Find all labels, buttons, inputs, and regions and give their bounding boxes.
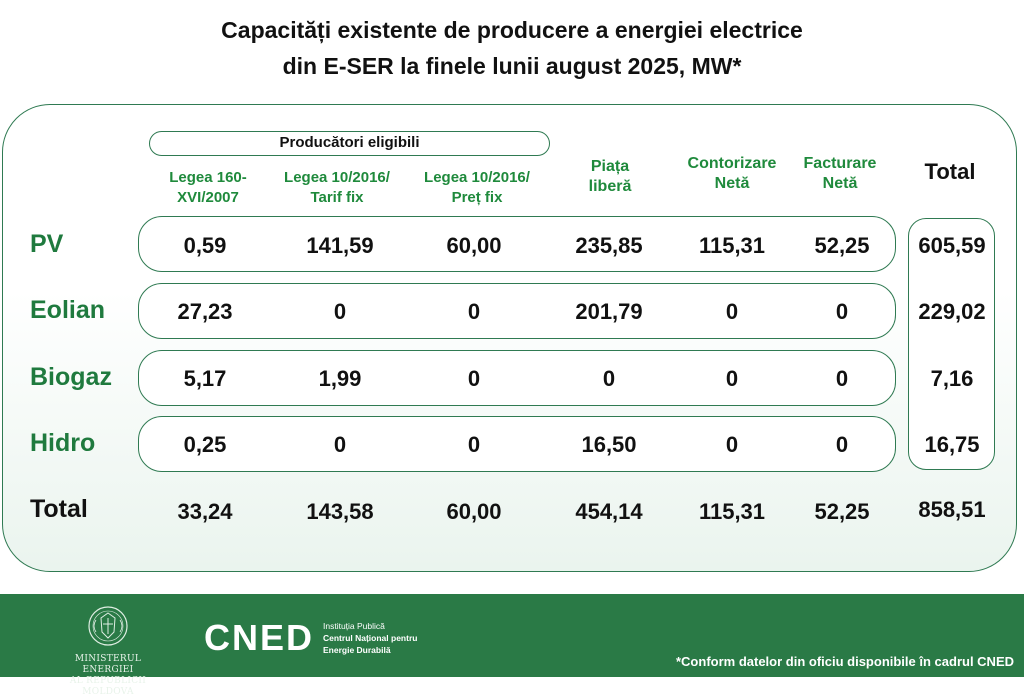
column-header-law-10-tarif: Legea 10/2016/Tarif fix (284, 169, 390, 206)
table-cell: 143,58 (306, 499, 374, 524)
cned-description: Instituția Publică Centrul Național pent… (323, 621, 418, 655)
table-cell: 0 (602, 366, 616, 391)
table-cell: 0 (467, 299, 481, 324)
table-cell: 16,50 (581, 432, 637, 457)
table-cell: 60,00 (446, 233, 502, 258)
row-pill-pv (138, 216, 896, 272)
column-header-law-10-pret: Legea 10/2016/Preț fix (424, 169, 530, 206)
title-line-1: Capacități existente de producere a ener… (221, 17, 803, 43)
svg-text:CNED: CNED (204, 618, 314, 656)
table-cell: 27,23 (177, 299, 233, 324)
row-pill-hidro (138, 416, 896, 472)
total-column-box (908, 218, 995, 470)
title-line-2: din E-SER la finele lunii august 2025, M… (282, 53, 742, 79)
table-cell: 141,59 (306, 233, 374, 258)
cned-logo: CNED (204, 618, 314, 656)
table-cell-total: 16,75 (924, 432, 980, 457)
table-cell: 52,25 (814, 233, 870, 258)
table-cell: 33,24 (177, 499, 233, 524)
table-cell: 60,00 (446, 499, 502, 524)
table-cell: 1,99 (318, 366, 362, 391)
row-label-hidro: Hidro (30, 429, 96, 457)
page-title: Capacități existente de producere a ener… (0, 12, 1024, 84)
table-cell: 0 (333, 299, 347, 324)
table-cell: 0 (835, 299, 849, 324)
table-cell: 0 (467, 366, 481, 391)
column-header-total: Total (924, 159, 976, 184)
row-pill-eolian (138, 283, 896, 339)
table-cell-total: 605,59 (918, 233, 986, 258)
table-cell: 0,25 (183, 432, 227, 457)
row-label-pv: PV (30, 230, 64, 258)
ministry-name: MINISTERUL ENERGIEI AL REPUBLICII MOLDOV… (69, 654, 147, 697)
table-cell: 201,79 (575, 299, 643, 324)
table-cell: 5,17 (183, 366, 227, 391)
row-pill-biogaz (138, 350, 896, 406)
table-cell-grand-total: 858,51 (918, 497, 986, 522)
table-cell: 0 (835, 432, 849, 457)
column-header-net-billing: Facturare Netă (803, 155, 877, 192)
table-cell: 0,59 (183, 233, 227, 258)
row-label-biogaz: Biogaz (30, 363, 112, 391)
table-cell: 0 (725, 299, 739, 324)
table-cell-total: 229,02 (918, 299, 986, 324)
row-label-total: Total (30, 495, 88, 523)
table-cell: 115,31 (698, 499, 766, 524)
table-cell-total: 7,16 (930, 366, 974, 391)
table-cell: 52,25 (814, 499, 870, 524)
row-label-eolian: Eolian (30, 296, 106, 324)
column-header-free-market: Piața liberă (588, 158, 632, 195)
table-cell: 0 (725, 366, 739, 391)
footer-bar (0, 594, 1024, 677)
table-cell: 454,14 (575, 499, 643, 524)
ministry-emblem-icon (88, 606, 128, 646)
table-cell: 0 (467, 432, 481, 457)
group-label-eligible-producers: Producători eligibili (149, 131, 550, 156)
table-cell: 0 (333, 432, 347, 457)
table-cell: 0 (835, 366, 849, 391)
table-cell: 0 (725, 432, 739, 457)
column-header-net-metering: Contorizare Netă (687, 155, 777, 192)
column-header-law-160: Legea 160- XVI/2007 (169, 169, 247, 206)
table-cell: 115,31 (698, 233, 766, 258)
footnote: *Conform datelor din oficiu disponibile … (675, 654, 1014, 669)
table-cell: 235,85 (575, 233, 643, 258)
